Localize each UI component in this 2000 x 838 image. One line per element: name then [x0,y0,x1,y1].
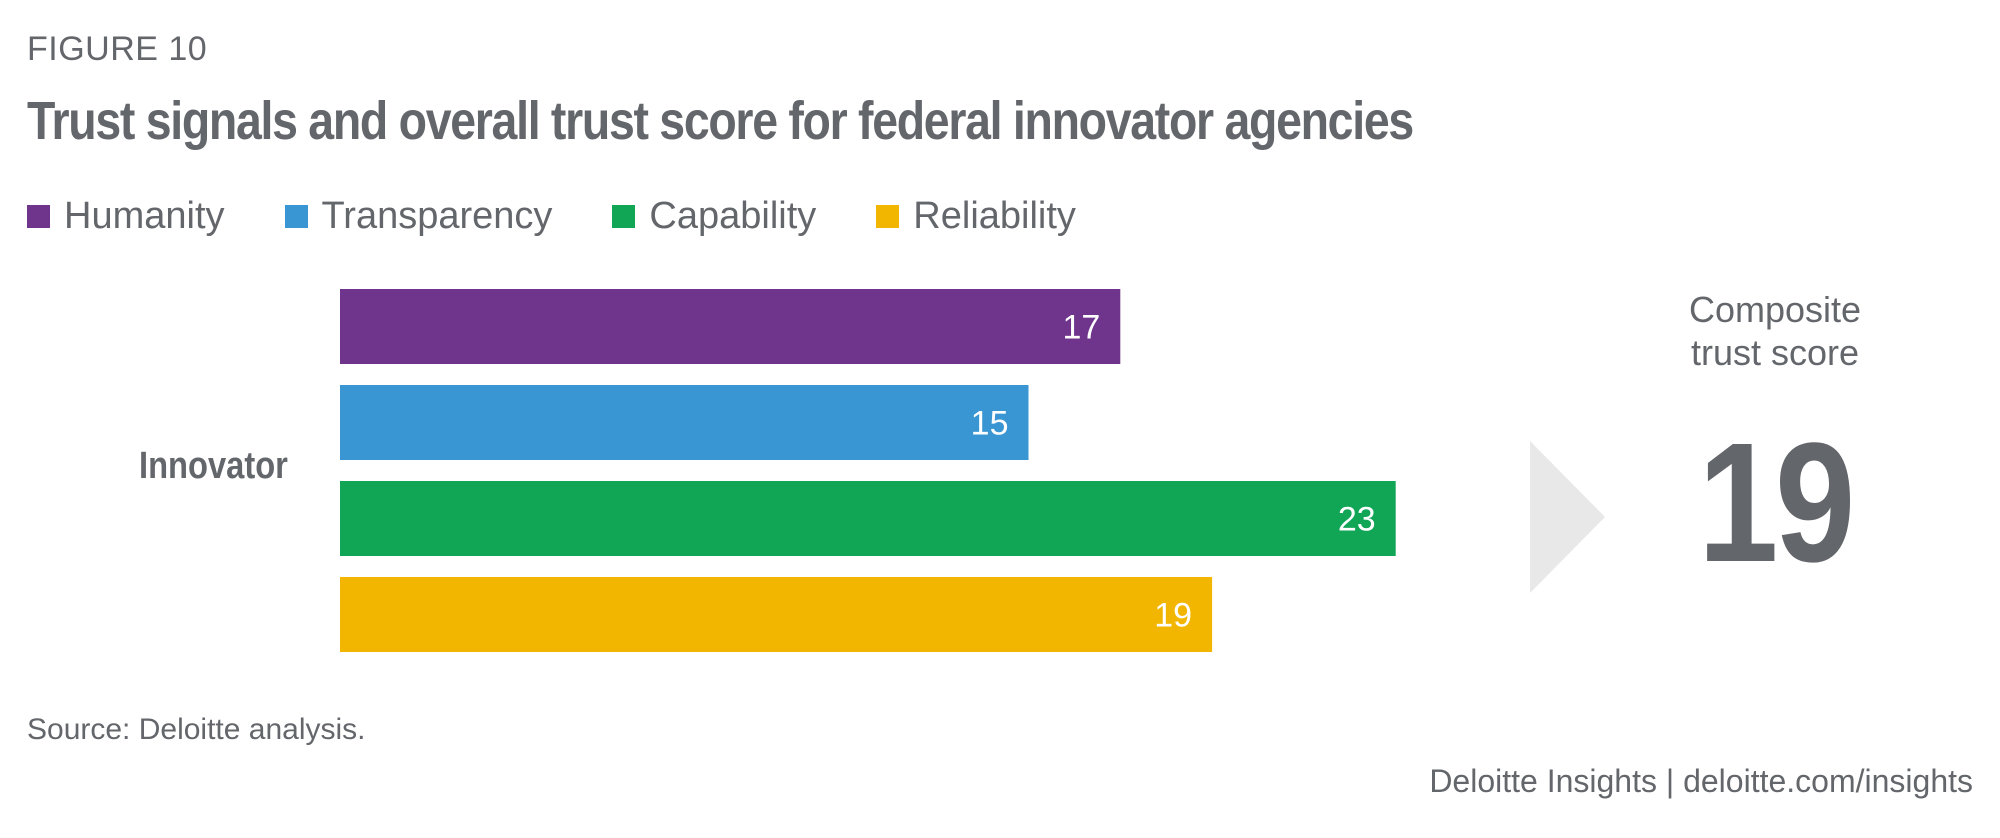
legend-swatch-humanity [27,205,50,228]
legend: Humanity Transparency Capability Reliabi… [27,195,1136,238]
footer-credit: Deloitte Insights | deloitte.com/insight… [1429,763,1973,799]
source-note: Source: Deloitte analysis. [27,713,366,746]
composite-score-value: 19 [1698,408,1855,598]
triangle-right-icon [1530,441,1605,593]
bar-humanity [340,289,1121,364]
composite-score-label: Composite trust score [1630,288,1920,374]
legend-swatch-transparency [284,205,308,228]
legend-swatch-reliability [876,205,900,228]
legend-label: Transparency [321,195,553,237]
data-label-capability: 23 [1338,501,1376,539]
figure-label: FIGURE 10 [27,30,208,68]
chart-title: Trust signals and overall trust score fo… [27,91,1414,151]
legend-item-capability: Capability [612,195,816,238]
composite-label-line2: trust score [1690,332,1860,373]
legend-swatch-capability [612,205,636,228]
category-label-innovator: Innovator [139,445,288,487]
bar-reliability [340,577,1213,652]
data-label-humanity: 17 [1062,309,1100,347]
legend-item-humanity: Humanity [27,195,225,238]
legend-label: Reliability [913,195,1076,237]
bar-transparency [340,385,1029,460]
bar-capability [340,481,1396,556]
data-label-transparency: 15 [971,405,1009,443]
legend-label: Capability [649,195,817,237]
data-label-reliability: 19 [1154,597,1192,635]
composite-label-line1: Composite [1688,289,1862,330]
legend-label: Humanity [64,195,225,237]
legend-item-reliability: Reliability [876,195,1076,238]
legend-item-transparency: Transparency [284,195,553,238]
